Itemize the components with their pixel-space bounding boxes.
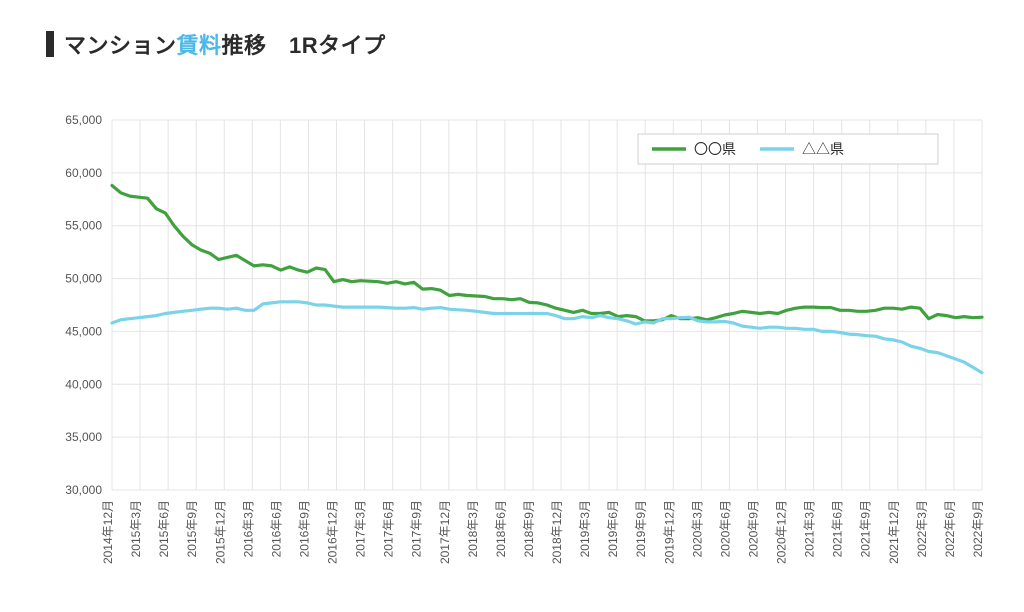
legend-label: △△県 — [802, 141, 844, 157]
x-tick-label: 2020年9月 — [746, 500, 760, 557]
x-tick-label: 2018年3月 — [466, 500, 480, 557]
y-tick-label: 30,000 — [65, 483, 102, 497]
x-tick-label: 2020年3月 — [690, 500, 704, 557]
x-tick-label: 2018年9月 — [522, 500, 536, 557]
x-tick-label: 2019年9月 — [634, 500, 648, 557]
x-tick-label: 2017年12月 — [438, 500, 452, 564]
x-tick-label: 2021年3月 — [803, 500, 817, 557]
x-tick-label: 2020年6月 — [718, 500, 732, 557]
x-tick-label: 2016年6月 — [269, 500, 283, 557]
x-tick-label: 2016年3月 — [241, 500, 255, 557]
x-tick-label: 2015年9月 — [185, 500, 199, 557]
x-tick-label: 2017年6月 — [382, 500, 396, 557]
chart-container: マンション賃料推移 1Rタイプ 30,000 35,000 40,000 45,000… — [0, 0, 1024, 612]
x-tick-label: 2019年6月 — [606, 500, 620, 557]
x-tick-label: 2020年12月 — [775, 500, 789, 564]
y-tick-label: 65,000 — [65, 113, 102, 127]
x-tick-label: 2021年12月 — [887, 500, 901, 564]
x-tick-label: 2014年12月 — [101, 500, 115, 564]
title-bar-icon — [46, 31, 54, 57]
x-tick-label: 2017年3月 — [354, 500, 368, 557]
line-chart: 30,000 35,000 40,000 45,000 50,000 55,000 60,0… — [38, 100, 998, 580]
x-tick-label: 2015年12月 — [213, 500, 227, 564]
x-tick-label: 2019年3月 — [578, 500, 592, 557]
x-tick-label: 2015年6月 — [157, 500, 171, 557]
y-tick-label: 45,000 — [65, 324, 102, 338]
x-tick-label: 2022年9月 — [971, 500, 985, 557]
x-tick-label: 2018年6月 — [494, 500, 508, 557]
x-tick-label: 2015年3月 — [129, 500, 143, 557]
x-tick-label: 2021年6月 — [831, 500, 845, 557]
y-tick-label: 35,000 — [65, 430, 102, 444]
y-tick-label: 60,000 — [65, 166, 102, 180]
x-tick-label: 2021年9月 — [859, 500, 873, 557]
title-suffix: 推移 1Rタイプ — [222, 33, 386, 58]
x-tick-label: 2022年6月 — [943, 500, 957, 557]
x-tick-label: 2017年9月 — [410, 500, 424, 557]
chart-title: マンション賃料推移 1Rタイプ — [46, 28, 386, 60]
y-tick-label: 55,000 — [65, 219, 102, 233]
x-tick-label: 2018年12月 — [550, 500, 564, 564]
title-text: マンション賃料推移 1Rタイプ — [64, 28, 386, 60]
y-tick-label: 40,000 — [65, 377, 102, 391]
x-tick-label: 2019年12月 — [662, 500, 676, 564]
x-tick-label: 2022年3月 — [915, 500, 929, 557]
x-tick-label: 2016年12月 — [326, 500, 340, 564]
title-prefix: マンション — [64, 33, 177, 58]
x-tick-label: 2016年9月 — [297, 500, 311, 557]
chart-area: 30,000 35,000 40,000 45,000 50,000 55,000 60,0… — [38, 100, 998, 580]
title-accent: 賃料 — [177, 33, 222, 58]
legend-label: 〇〇県 — [694, 141, 736, 157]
y-tick-label: 50,000 — [65, 272, 102, 286]
